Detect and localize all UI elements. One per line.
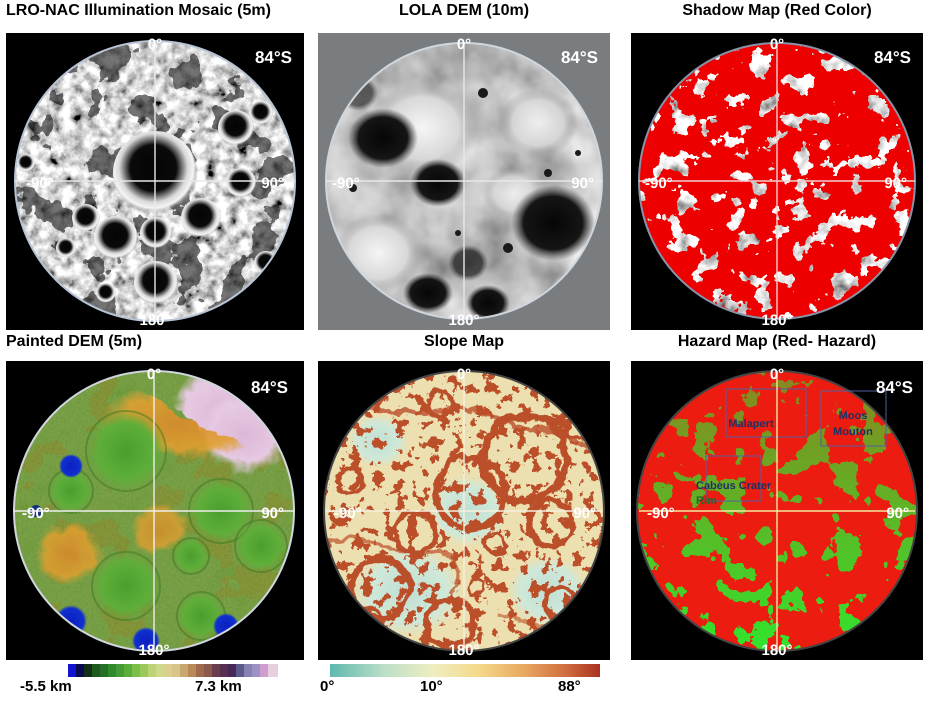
svg-text:Rim: Rim (696, 495, 717, 507)
svg-text:0°: 0° (770, 366, 784, 383)
svg-text:90°: 90° (884, 175, 907, 192)
svg-text:Mouton: Mouton (833, 426, 873, 438)
svg-text:0°: 0° (457, 366, 471, 383)
svg-text:Moos: Moos (839, 410, 868, 422)
svg-text:Cabeus Crater: Cabeus Crater (696, 480, 772, 492)
svg-text:180°: 180° (138, 642, 169, 659)
svg-text:84°S: 84°S (874, 48, 911, 67)
svg-text:84°S: 84°S (876, 378, 913, 397)
svg-text:0°: 0° (147, 366, 161, 383)
svg-text:-90°: -90° (334, 505, 362, 522)
svg-text:84°S: 84°S (563, 378, 600, 397)
svg-text:90°: 90° (261, 505, 284, 522)
svg-text:0°: 0° (770, 36, 784, 53)
svg-text:180°: 180° (448, 642, 479, 659)
svg-text:84°S: 84°S (255, 48, 292, 67)
svg-text:90°: 90° (571, 175, 594, 192)
svg-text:90°: 90° (573, 505, 596, 522)
svg-text:180°: 180° (448, 312, 479, 329)
svg-text:-90°: -90° (645, 175, 673, 192)
svg-text:0°: 0° (457, 36, 471, 53)
svg-text:0°: 0° (148, 36, 162, 53)
svg-text:-90°: -90° (647, 505, 675, 522)
svg-text:84°S: 84°S (251, 378, 288, 397)
svg-text:180°: 180° (139, 312, 170, 329)
svg-text:90°: 90° (886, 505, 909, 522)
svg-text:90°: 90° (261, 175, 284, 192)
svg-text:-90°: -90° (26, 175, 54, 192)
svg-text:180°: 180° (761, 312, 792, 329)
svg-text:-90°: -90° (22, 505, 50, 522)
svg-text:180°: 180° (761, 642, 792, 659)
svg-text:-90°: -90° (332, 175, 360, 192)
svg-text:Malapert: Malapert (728, 418, 774, 430)
svg-text:84°S: 84°S (561, 48, 598, 67)
